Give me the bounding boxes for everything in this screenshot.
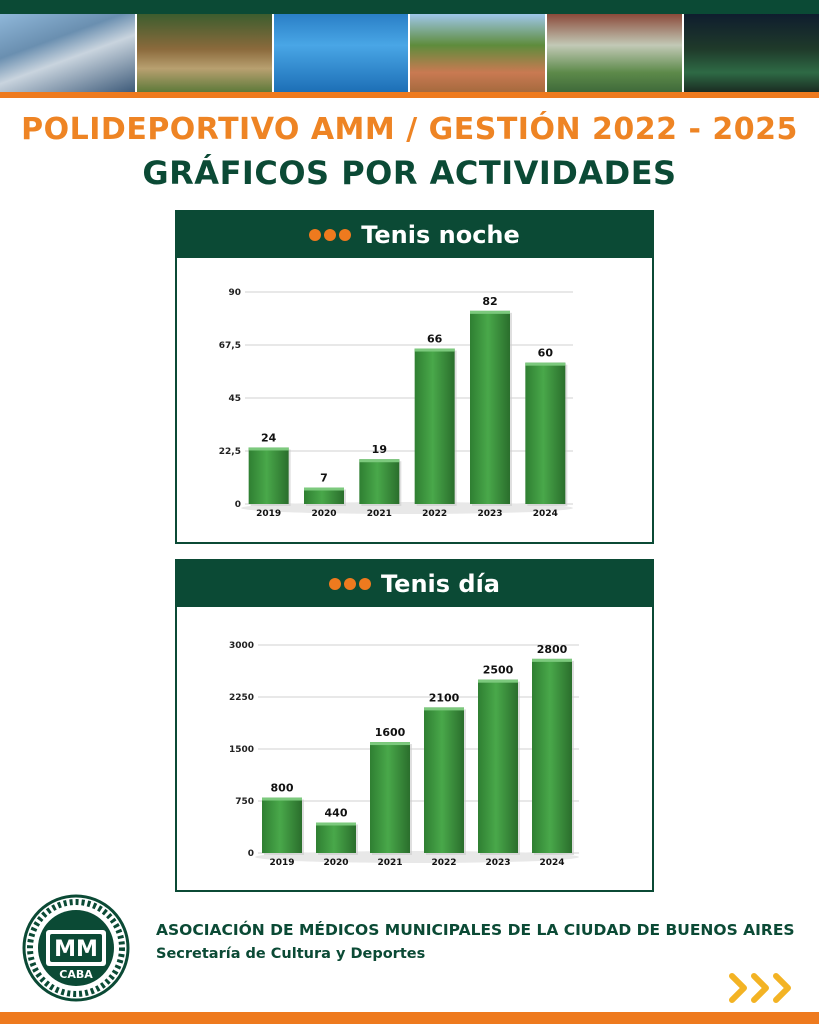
- page-title: POLIDEPORTIVO AMM / GESTIÓN 2022 - 2025: [21, 112, 798, 147]
- chart-panel-tenis-noche: Tenis noche 0 22,5 45 67,5 90 24 2019 7 2020 19 20…: [175, 210, 654, 544]
- bar-2023: [470, 310, 510, 504]
- bar-top-highlight: [262, 797, 302, 801]
- bar-2022: [424, 707, 464, 853]
- x-tick-label: 2024: [539, 858, 564, 868]
- chart-title: Tenis noche: [361, 221, 520, 249]
- photo-group-field: [410, 14, 548, 92]
- data-label: 24: [261, 431, 277, 444]
- chart-panel-header: Tenis día: [177, 561, 652, 607]
- bar-top-highlight: [525, 362, 566, 366]
- y-tick-label: 0: [235, 500, 241, 510]
- chart-panel-tenis-dia: Tenis día 0 750 1500 2250 3000 800 2019 440 2020…: [175, 559, 654, 892]
- bar-chart-tenis-noche: 0 22,5 45 67,5 90 24 2019 7 2020 19 2021 66 2022 82 20…: [219, 288, 573, 519]
- chart-panel-header: Tenis noche: [177, 212, 652, 258]
- data-label: 1600: [375, 726, 406, 739]
- data-label: 440: [325, 806, 348, 819]
- dots-icon: [309, 229, 352, 241]
- bar-top-highlight: [424, 707, 464, 711]
- x-tick-label: 2021: [377, 858, 402, 868]
- page-subtitle: GRÁFICOS POR ACTIVIDADES: [142, 154, 677, 192]
- y-tick-label: 3000: [229, 641, 254, 651]
- bar-2020: [316, 822, 356, 853]
- bar-top-highlight: [304, 487, 344, 491]
- chart-floor-shadow: [241, 502, 573, 514]
- photo-strip: [0, 14, 819, 92]
- photo-celebration: [0, 14, 137, 92]
- bar-2022: [414, 348, 455, 504]
- x-tick-label: 2023: [485, 858, 510, 868]
- top-bar: [0, 0, 819, 14]
- bar-2020: [304, 487, 344, 504]
- y-tick-label: 2250: [229, 693, 254, 703]
- bar-top-highlight: [532, 658, 572, 662]
- photo-pool: [273, 14, 411, 92]
- y-tick-label: 45: [228, 394, 241, 404]
- logo-initials: MM: [54, 937, 98, 962]
- bottom-bar: [0, 1012, 819, 1024]
- amm-logo-icon: MM CABA: [22, 894, 130, 1002]
- bar-2019: [262, 797, 302, 853]
- bar-top-highlight: [248, 447, 289, 451]
- organization-name: ASOCIACIÓN DE MÉDICOS MUNICIPALES DE LA …: [156, 921, 795, 939]
- data-label: 82: [482, 295, 497, 308]
- logo-city: CABA: [59, 968, 93, 981]
- bar-top-highlight: [414, 348, 455, 352]
- x-tick-label: 2020: [323, 858, 348, 868]
- data-label: 19: [372, 443, 387, 456]
- data-label: 800: [271, 782, 294, 795]
- photo-football-team: [684, 14, 819, 92]
- bar-2021: [370, 742, 410, 853]
- bar-2023: [478, 679, 518, 853]
- data-label: 2500: [483, 664, 514, 677]
- y-tick-label: 67,5: [219, 341, 241, 351]
- data-label: 2100: [429, 691, 460, 704]
- data-label: 2800: [537, 643, 568, 656]
- data-label: 66: [427, 333, 443, 346]
- x-tick-label: 2022: [431, 858, 456, 868]
- y-tick-label: 90: [228, 288, 241, 298]
- bar-2021: [359, 459, 400, 504]
- chevron-right-triple-icon: [729, 973, 791, 1003]
- bar-2024: [525, 362, 566, 504]
- x-tick-label: 2023: [477, 509, 502, 519]
- x-tick-label: 2019: [269, 858, 294, 868]
- x-tick-label: 2022: [422, 509, 447, 519]
- x-tick-label: 2024: [533, 509, 558, 519]
- y-tick-label: 22,5: [219, 447, 241, 457]
- x-tick-label: 2019: [256, 509, 281, 519]
- bar-top-highlight: [370, 742, 410, 746]
- dots-icon: [328, 578, 371, 590]
- y-tick-label: 750: [235, 797, 254, 807]
- bar-chart-tenis-dia: 0 750 1500 2250 3000 800 2019 440 2020 1600 2021 21…: [229, 641, 579, 868]
- data-label: 7: [320, 472, 328, 485]
- orange-divider: [0, 92, 819, 98]
- photo-kids-camp: [136, 14, 274, 92]
- data-label: 60: [538, 347, 554, 360]
- y-tick-label: 1500: [229, 745, 254, 755]
- bar-top-highlight: [359, 459, 400, 463]
- bar-top-highlight: [478, 679, 518, 683]
- chart-title: Tenis día: [380, 570, 500, 598]
- bar-2024: [532, 658, 572, 853]
- bar-2019: [248, 447, 289, 504]
- bar-top-highlight: [470, 310, 510, 314]
- photo-sports-field: [547, 14, 685, 92]
- x-tick-label: 2021: [367, 509, 392, 519]
- department-name: Secretaría de Cultura y Deportes: [156, 946, 426, 962]
- x-tick-label: 2020: [311, 509, 336, 519]
- y-tick-label: 0: [248, 849, 254, 859]
- bar-top-highlight: [316, 822, 356, 826]
